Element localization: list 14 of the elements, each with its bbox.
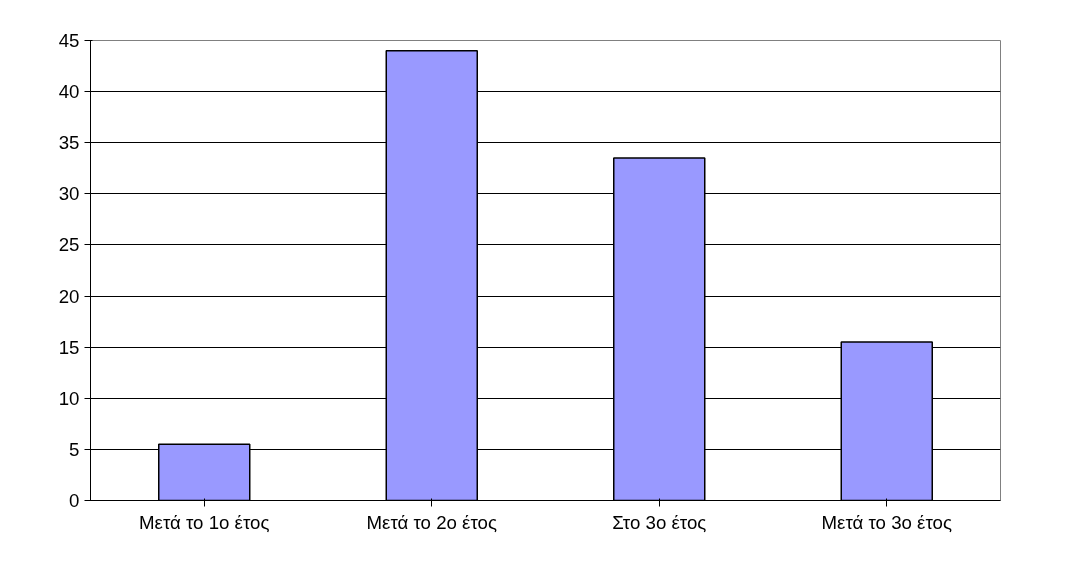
y-tick-label: 25 <box>58 234 80 256</box>
y-tick-label: 0 <box>69 490 80 511</box>
y-tick-label: 15 <box>58 336 80 358</box>
x-tick-label: Στο 3ο έτος <box>612 511 707 533</box>
y-tick-label: 40 <box>58 81 80 103</box>
x-tick-label: Μετά το 3ο έτος <box>821 511 952 533</box>
y-tick-label: 45 <box>58 30 80 51</box>
x-tick-label: Μετά το 1ο έτος <box>139 511 270 533</box>
y-tick-label: 10 <box>58 387 80 409</box>
y-tick-label: 35 <box>58 132 80 154</box>
x-tick-label: Μετά το 2ο έτος <box>366 511 497 533</box>
y-tick-label: 20 <box>58 285 80 307</box>
y-tick-label: 5 <box>69 438 80 460</box>
y-tick-label: 30 <box>58 183 80 205</box>
